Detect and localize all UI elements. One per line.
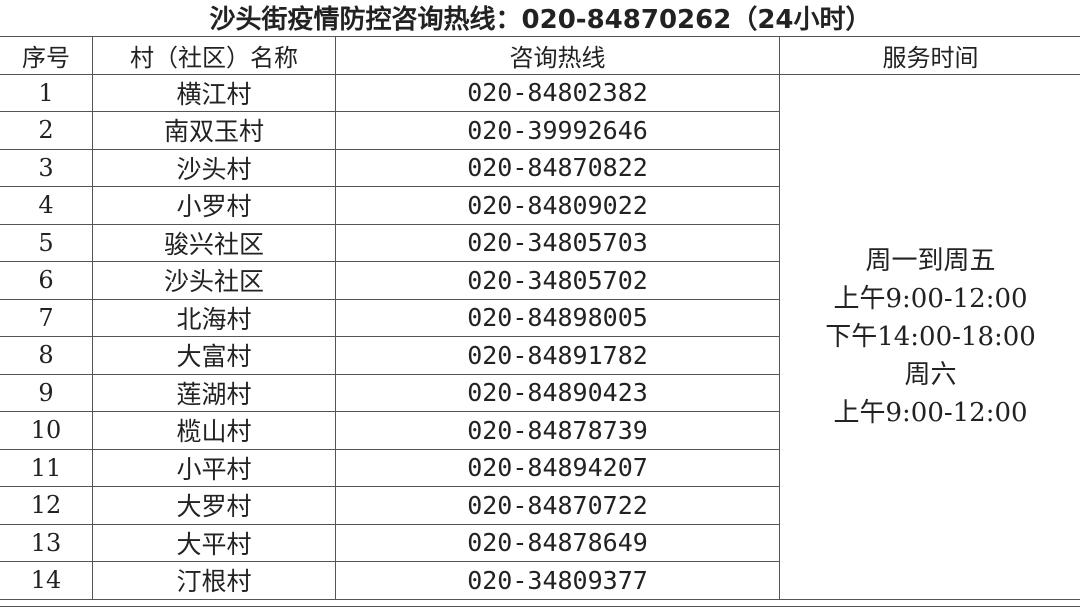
row-number: 1 bbox=[0, 74, 93, 112]
hotline-table: 沙头街疫情防控咨询热线：020-84870262（24小时） 序号 村（社区）名… bbox=[0, 0, 1080, 600]
row-number: 6 bbox=[0, 262, 93, 300]
service-time-line: 上午9:00-12:00 bbox=[780, 394, 1080, 432]
community-name: 小罗村 bbox=[93, 187, 336, 225]
row-number: 10 bbox=[0, 412, 93, 450]
header-no: 序号 bbox=[0, 37, 93, 75]
community-name: 莲湖村 bbox=[93, 374, 336, 412]
service-time-line: 周一到周五 bbox=[780, 242, 1080, 280]
row-number: 4 bbox=[0, 187, 93, 225]
community-name: 骏兴社区 bbox=[93, 224, 336, 262]
community-name: 榄山村 bbox=[93, 412, 336, 450]
row-number: 3 bbox=[0, 149, 93, 187]
hotline-number[interactable]: 020-84870722 bbox=[336, 487, 780, 525]
header-row: 序号 村（社区）名称 咨询热线 服务时间 bbox=[0, 37, 1080, 75]
hotline-number[interactable]: 020-34805702 bbox=[336, 262, 780, 300]
hotline-number[interactable]: 020-84878649 bbox=[336, 524, 780, 562]
hotline-number[interactable]: 020-34809377 bbox=[336, 562, 780, 600]
service-time-line: 下午14:00-18:00 bbox=[780, 318, 1080, 356]
hotline-number[interactable]: 020-84891782 bbox=[336, 337, 780, 375]
community-name: 沙头村 bbox=[93, 149, 336, 187]
hotline-number[interactable]: 020-84870822 bbox=[336, 149, 780, 187]
row-number: 8 bbox=[0, 337, 93, 375]
table-title: 沙头街疫情防控咨询热线：020-84870262（24小时） bbox=[0, 0, 1080, 37]
community-name: 南双玉村 bbox=[93, 112, 336, 150]
hotline-number[interactable]: 020-84802382 bbox=[336, 74, 780, 112]
row-number: 2 bbox=[0, 112, 93, 150]
hotline-number[interactable]: 020-84878739 bbox=[336, 412, 780, 450]
community-name: 沙头社区 bbox=[93, 262, 336, 300]
header-name: 村（社区）名称 bbox=[93, 37, 336, 75]
service-time-line: 上午9:00-12:00 bbox=[780, 280, 1080, 318]
community-name: 横江村 bbox=[93, 74, 336, 112]
hotline-number[interactable]: 020-84809022 bbox=[336, 187, 780, 225]
community-name: 北海村 bbox=[93, 299, 336, 337]
row-number: 7 bbox=[0, 299, 93, 337]
hotline-number[interactable]: 020-39992646 bbox=[336, 112, 780, 150]
hotline-number[interactable]: 020-84898005 bbox=[336, 299, 780, 337]
row-number: 9 bbox=[0, 374, 93, 412]
community-name: 大平村 bbox=[93, 524, 336, 562]
community-name: 汀根村 bbox=[93, 562, 336, 600]
community-name: 小平村 bbox=[93, 449, 336, 487]
header-phone: 咨询热线 bbox=[336, 37, 780, 75]
community-name: 大罗村 bbox=[93, 487, 336, 525]
row-number: 5 bbox=[0, 224, 93, 262]
community-name: 大富村 bbox=[93, 337, 336, 375]
row-number: 12 bbox=[0, 487, 93, 525]
hotline-number[interactable]: 020-84894207 bbox=[336, 449, 780, 487]
hotline-number[interactable]: 020-34805703 bbox=[336, 224, 780, 262]
row-number: 11 bbox=[0, 449, 93, 487]
service-time-line: 周六 bbox=[780, 356, 1080, 394]
row-number: 14 bbox=[0, 562, 93, 600]
row-number: 13 bbox=[0, 524, 93, 562]
hotline-number[interactable]: 020-84890423 bbox=[336, 374, 780, 412]
header-service-time: 服务时间 bbox=[780, 37, 1080, 75]
